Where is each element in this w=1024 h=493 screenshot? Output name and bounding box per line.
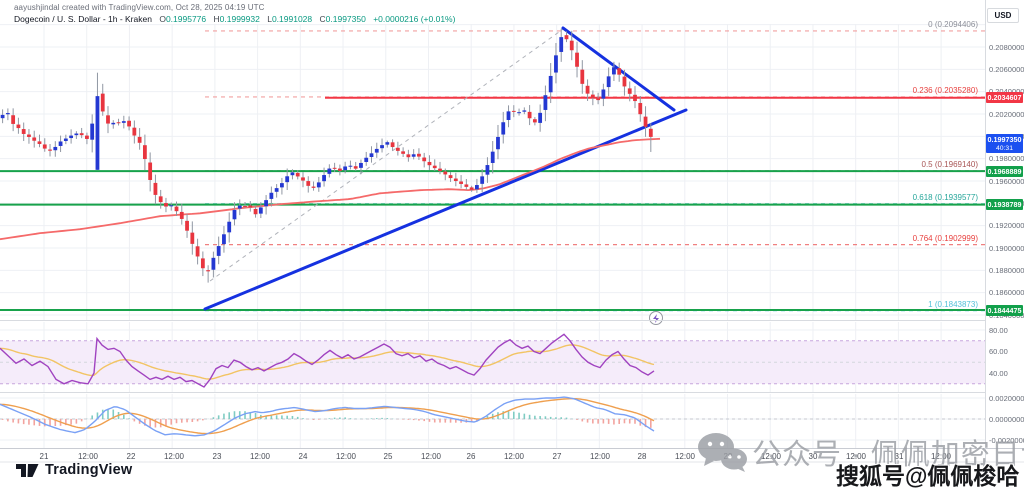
lightning-marker-icon[interactable] [649, 311, 663, 325]
price-tick-label: 0.2020000 [989, 109, 1024, 119]
macd-tick-label: -0.0020000 [989, 435, 1024, 445]
symbol-header: Dogecoin / U. S. Dollar - 1h - Kraken O0… [14, 14, 455, 24]
price-tick-label: 0.1860000 [989, 288, 1024, 298]
tradingview-logo-icon [16, 464, 39, 477]
price-badge: 0.1968889 [986, 165, 1023, 177]
wechat-icon [698, 433, 747, 472]
price-tick-label: 0.1920000 [989, 221, 1024, 231]
time-tick-label: 12:00 [674, 452, 696, 461]
price-tick-label: 0.2080000 [989, 42, 1024, 52]
wechat-watermark: 公众号 · 佩佩加密日记 [696, 431, 1024, 473]
ohlc-high-label: H [213, 14, 220, 24]
price-badge: 0.1844475 [986, 304, 1023, 316]
sohu-watermark: 搜狐号@佩佩梭哈 [836, 463, 1020, 489]
time-tick-label: 25 [383, 452, 393, 461]
support-resistance-lines[interactable] [0, 96, 985, 312]
symbol-title: Dogecoin / U. S. Dollar - 1h - Kraken [14, 14, 152, 24]
time-tick-label: 12:00 [760, 452, 782, 461]
ohlc-close-label: C [319, 14, 326, 24]
tradingview-logo-text: TradingView [45, 461, 133, 478]
ohlc-open-label: O [159, 14, 166, 24]
price-badge: 0.2034607 [986, 92, 1023, 104]
time-tick-label: 12:00 [335, 452, 357, 461]
rsi-tick-label: 40.00 [989, 368, 1008, 378]
wechat-watermark-text: 公众号 · 佩佩加密日记 [752, 439, 1024, 471]
price-tick-label: 0.2040000 [989, 87, 1024, 96]
candlestick-series [0, 28, 653, 283]
ascending-support[interactable] [203, 108, 688, 311]
attribution-text: aayushjindal created with TradingView.co… [14, 3, 265, 12]
time-tick-label: 24 [298, 452, 308, 461]
time-tick-label: 12:00 [249, 452, 271, 461]
rsi-band [0, 340, 985, 385]
time-tick-label: 28 [637, 452, 647, 461]
price-tick-label: 0.1880000 [989, 265, 1024, 275]
price-badge: 0.1997350 40:31 [986, 133, 1023, 153]
rsi-ma-line [0, 344, 655, 380]
price-tick-label: 0.1980000 [989, 154, 1024, 164]
time-tick-label: 12:00 [930, 452, 952, 461]
ohlc-high-value: 0.1999932 [219, 14, 260, 24]
fib-level-label: 0.236 (0.2035280) [912, 85, 978, 95]
time-tick-label: 12:00 [420, 452, 442, 461]
gridlines [0, 24, 985, 448]
time-tick-label: 12:00 [163, 452, 185, 461]
currency-label[interactable]: USD [987, 8, 1019, 23]
time-tick-label: 31 [894, 452, 904, 461]
fib-level-label: 0 (0.2094406) [928, 19, 978, 29]
price-badge: 0.1938789 [986, 199, 1023, 211]
fib-level-label: 1 (0.1843873) [928, 299, 978, 309]
macd-tick-label: 0.0020000 [989, 393, 1024, 403]
fib-level-label: 0.618 (0.1939577) [912, 192, 978, 202]
fib-level-label: 0.5 (0.1969140) [921, 159, 979, 169]
time-tick-label: 12:00 [845, 452, 867, 461]
time-tick-label: 12:00 [503, 452, 525, 461]
change-value: +0.0000216 (+0.01%) [373, 14, 456, 24]
time-tick-label: 27 [552, 452, 562, 461]
rsi-tick-label: 60.00 [989, 347, 1008, 356]
time-tick-label: 12:00 [589, 452, 611, 461]
time-tick-label: 12:00 [77, 452, 99, 461]
macd-tick-label: 0.0000000 [989, 414, 1024, 424]
price-tick-label: 0.1900000 [989, 243, 1024, 253]
time-tick-label: 23 [212, 452, 222, 461]
ohlc-low-value: 0.1991028 [271, 14, 313, 24]
macd-line [0, 396, 655, 437]
tradingview-logo[interactable]: TradingView [16, 461, 132, 478]
ma-line [0, 137, 661, 241]
time-tick-label: 21 [39, 452, 49, 461]
ohlc-close-value: 0.1997350 [325, 14, 366, 24]
ohlc-low-label: L [267, 14, 272, 24]
rsi-tick-label: 80.00 [989, 325, 1008, 335]
fib-level-label: 0.764 (0.1902999) [912, 233, 978, 243]
time-tick-label: 26 [466, 452, 476, 461]
dashed-reference [209, 26, 567, 282]
time-tick-label: 30 [808, 452, 818, 461]
price-tick-label: 0.2060000 [989, 64, 1024, 74]
price-tick-label: 0.1960000 [989, 176, 1024, 186]
ohlc-open-value: 0.1995776 [165, 14, 207, 24]
time-tick-label: 22 [126, 452, 136, 461]
rsi-line [0, 333, 655, 388]
